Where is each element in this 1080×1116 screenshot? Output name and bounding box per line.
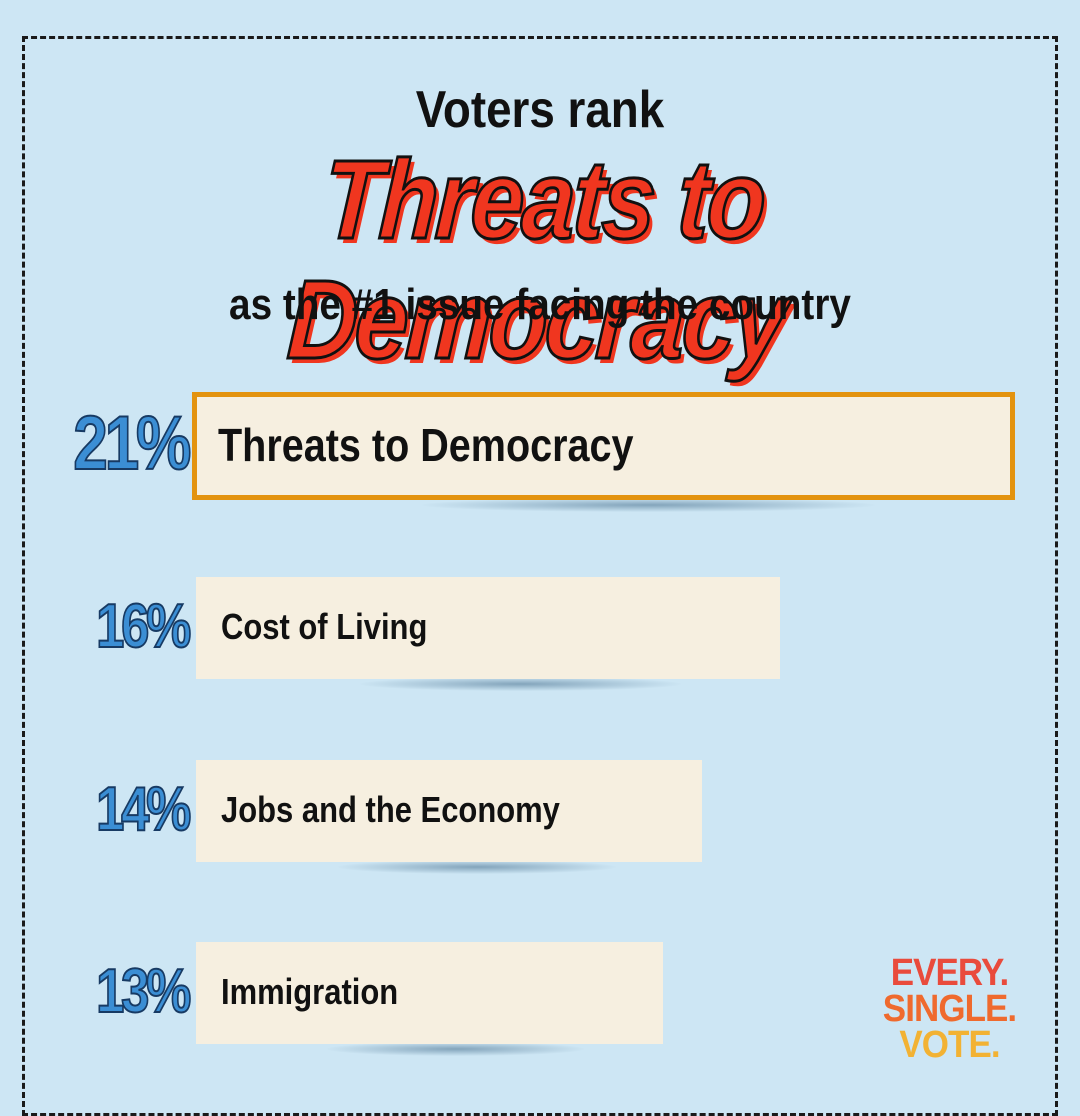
bar-threats-to-democracy (192, 392, 1015, 500)
logo-line-single: SINGLE. (882, 988, 1017, 1030)
bar-jobs-and-the-economy (196, 760, 702, 862)
bar-shadow (326, 1042, 584, 1056)
bar-shadow (359, 677, 681, 691)
bar-chart: Threats to Democracy 21% Cost of Living 16%… (72, 392, 1015, 1056)
headline-kicker: Voters rank (415, 81, 665, 139)
bar-label: Immigration (221, 971, 399, 1013)
bar-shadow (337, 860, 616, 874)
bar-shadow (422, 498, 876, 512)
bar-immigration (196, 942, 663, 1044)
percent-label: 14% (95, 774, 192, 845)
bar-label: Threats to Democracy (218, 419, 634, 472)
logo-line-vote: VOTE. (899, 1024, 1000, 1066)
percent-label: 16% (95, 591, 192, 662)
bar-cost-of-living (196, 577, 780, 679)
headline-subtitle: as the #1 issue facing the country (229, 280, 851, 329)
every-single-vote-logo: EVERY. SINGLE. VOTE. (877, 952, 1022, 1066)
logo-line-every: EVERY. (890, 952, 1009, 994)
percent-label: 13% (95, 956, 192, 1027)
percent-label: 21% (72, 400, 192, 487)
bar-label: Jobs and the Economy (221, 789, 560, 831)
bar-label: Cost of Living (221, 606, 428, 648)
